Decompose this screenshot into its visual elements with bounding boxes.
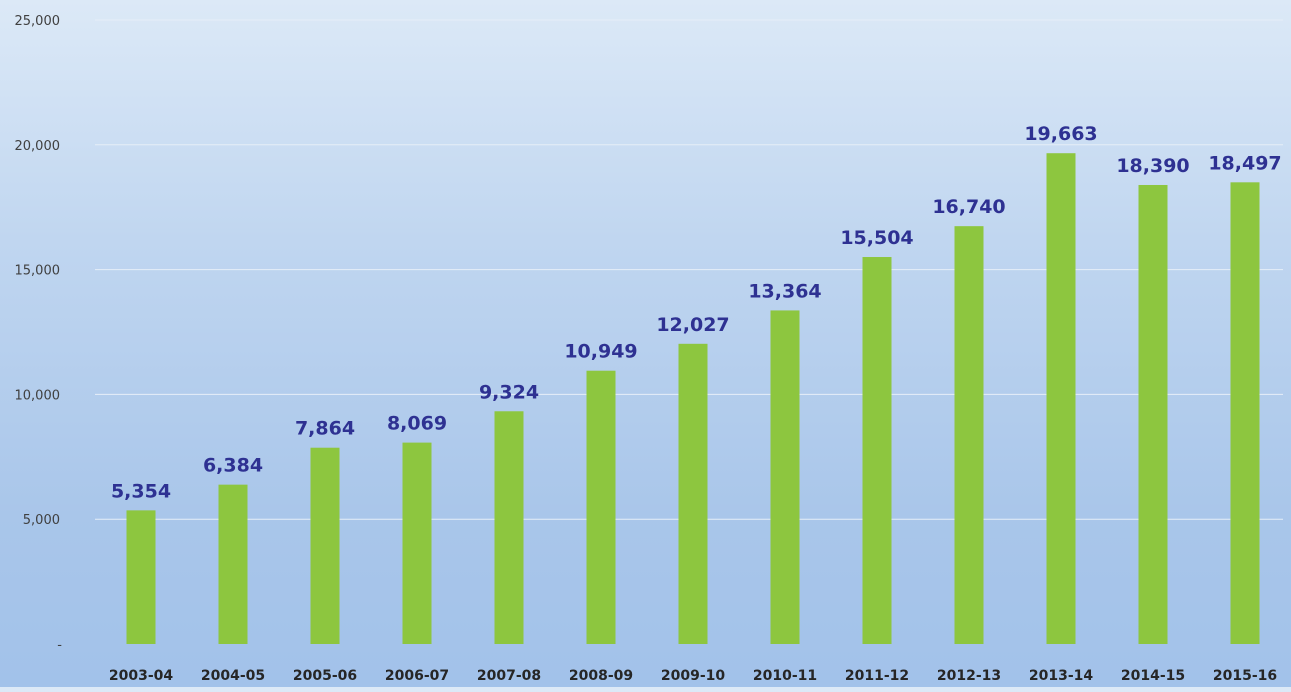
bar <box>218 484 248 644</box>
x-tick-label: 2005-06 <box>293 668 357 684</box>
bar <box>954 226 984 644</box>
x-tick-label: 2009-10 <box>661 668 726 684</box>
data-label: 10,949 <box>564 341 637 363</box>
data-label: 18,497 <box>1208 152 1281 174</box>
x-tick-label: 2003-04 <box>109 668 174 684</box>
y-axis-tick-labels: - 5,000 10,000 15,000 20,000 25,000 <box>15 14 63 653</box>
data-label: 6,384 <box>203 455 263 477</box>
data-label: 18,390 <box>1116 155 1189 177</box>
y-tick-label: - <box>57 638 62 653</box>
x-tick-label: 2015-16 <box>1213 668 1277 684</box>
x-tick-label: 2013-14 <box>1029 668 1094 684</box>
bar <box>678 343 708 644</box>
y-tick-label: 15,000 <box>15 264 61 279</box>
data-label: 15,504 <box>840 227 913 249</box>
x-tick-label: 2014-15 <box>1121 668 1185 684</box>
bar <box>1138 184 1168 644</box>
x-tick-label: 2004-05 <box>201 668 265 684</box>
bar <box>310 447 340 644</box>
data-label: 13,364 <box>748 280 821 302</box>
x-tick-label: 2010-11 <box>753 668 817 684</box>
bars <box>126 153 1260 644</box>
bar <box>126 510 156 644</box>
data-label: 12,027 <box>656 314 729 336</box>
y-tick-label: 20,000 <box>15 139 61 154</box>
bar <box>1230 182 1260 644</box>
y-tick-label: 10,000 <box>15 388 61 403</box>
data-label: 16,740 <box>932 196 1005 218</box>
y-tick-label: 5,000 <box>23 513 60 528</box>
bar <box>770 310 800 644</box>
bar <box>862 257 892 644</box>
bar <box>1046 153 1076 644</box>
x-tick-label: 2007-08 <box>477 668 541 684</box>
data-labels: 5,354 6,384 7,864 8,069 9,324 10,949 12,027 13,… <box>111 123 1282 502</box>
bar <box>402 442 432 644</box>
x-tick-label: 2008-09 <box>569 668 633 684</box>
bar <box>494 411 524 644</box>
x-tick-label: 2006-07 <box>385 668 449 684</box>
data-label: 19,663 <box>1024 123 1097 145</box>
x-tick-label: 2011-12 <box>845 668 909 684</box>
data-label: 5,354 <box>111 480 171 502</box>
data-label: 7,864 <box>295 418 355 440</box>
bar <box>586 370 616 644</box>
x-tick-label: 2012-13 <box>937 668 1001 684</box>
data-label: 8,069 <box>387 413 447 435</box>
gridlines <box>95 19 1283 520</box>
x-axis-tick-labels: 2003-04 2004-05 2005-06 2006-07 2007-08 2008-… <box>109 668 1277 684</box>
data-label: 9,324 <box>479 381 539 403</box>
y-tick-label: 25,000 <box>15 14 61 29</box>
